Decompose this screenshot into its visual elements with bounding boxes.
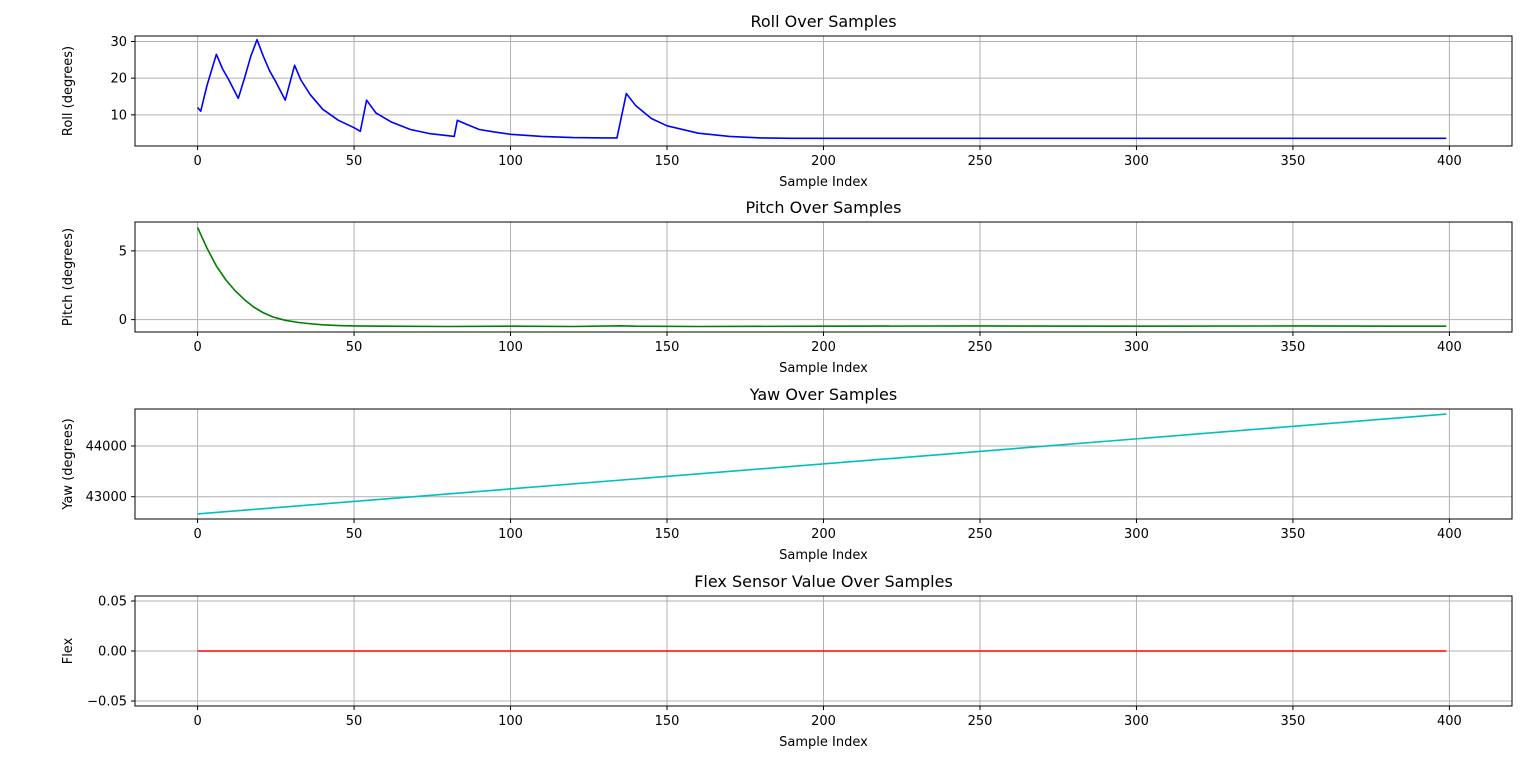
- subplot-1: 0 50 100 150 200 250 300 350 400 10 20 30 Roll Over …: [61, 12, 1513, 190]
- x-tick-label: 100: [498, 714, 523, 729]
- y-tick-label: 30: [110, 35, 127, 50]
- x-tick-label: 350: [1281, 714, 1306, 729]
- subplot-title: Flex Sensor Value Over Samples: [694, 572, 953, 591]
- y-axis-label: Yaw (degrees): [61, 418, 76, 510]
- x-axis-label: Sample Index: [779, 548, 868, 563]
- x-axis-label: Sample Index: [779, 735, 868, 750]
- x-axis-label: Sample Index: [779, 361, 868, 376]
- x-tick-label: 350: [1281, 527, 1306, 542]
- y-tick-label: 20: [110, 72, 127, 87]
- y-tick-label: 44000: [86, 440, 127, 455]
- series-line-1: [197, 413, 1447, 515]
- x-tick-label: 300: [1124, 340, 1149, 355]
- y-tick-label: −0.05: [87, 695, 127, 710]
- subplot-title: Roll Over Samples: [750, 12, 896, 31]
- x-tick-label: 250: [968, 714, 993, 729]
- x-tick-label: 150: [655, 527, 680, 542]
- y-tick-label: 0.05: [98, 595, 127, 610]
- x-tick-label: 250: [968, 154, 993, 169]
- x-tick-label: 200: [811, 340, 836, 355]
- subplot-title: Pitch Over Samples: [746, 198, 902, 217]
- x-tick-label: 300: [1124, 527, 1149, 542]
- x-tick-label: 400: [1437, 714, 1462, 729]
- y-axis-label: Flex: [61, 637, 76, 664]
- x-tick-label: 400: [1437, 527, 1462, 542]
- y-tick-label: 10: [110, 108, 127, 123]
- y-tick-label: 0.00: [98, 645, 127, 660]
- x-tick-label: 0: [193, 340, 201, 355]
- series-line-1: [196, 38, 1447, 140]
- y-axis-label: Pitch (degrees): [61, 228, 76, 326]
- x-tick-label: 300: [1124, 154, 1149, 169]
- y-axis-label: Roll (degrees): [61, 46, 76, 136]
- x-tick-label: 50: [346, 340, 363, 355]
- x-tick-label: 100: [498, 154, 523, 169]
- x-tick-label: 200: [811, 154, 836, 169]
- x-axis-label: Sample Index: [779, 175, 868, 190]
- x-tick-label: 400: [1437, 340, 1462, 355]
- x-tick-label: 150: [655, 340, 680, 355]
- x-tick-label: 0: [193, 527, 201, 542]
- x-tick-label: 250: [968, 340, 993, 355]
- subplot-4: 0 50 100 150 200 250 300 350 400 −0.05 0.00 0.05 Fle…: [61, 572, 1513, 750]
- x-tick-label: 100: [498, 527, 523, 542]
- x-tick-label: 400: [1437, 154, 1462, 169]
- x-tick-label: 50: [346, 154, 363, 169]
- x-tick-label: 200: [811, 714, 836, 729]
- y-tick-label: 43000: [86, 490, 127, 505]
- subplot-title: Yaw Over Samples: [749, 385, 897, 404]
- subplot-3: 0 50 100 150 200 250 300 350 400 43000 44000 Yaw Ov…: [61, 385, 1513, 563]
- x-tick-label: 50: [346, 714, 363, 729]
- x-tick-label: 50: [346, 527, 363, 542]
- x-tick-label: 100: [498, 340, 523, 355]
- series-line-1: [196, 227, 1447, 328]
- x-tick-label: 350: [1281, 340, 1306, 355]
- x-tick-label: 200: [811, 527, 836, 542]
- x-tick-label: 350: [1281, 154, 1306, 169]
- x-tick-label: 0: [193, 154, 201, 169]
- x-tick-label: 0: [193, 714, 201, 729]
- x-tick-label: 300: [1124, 714, 1149, 729]
- subplot-2: 0 50 100 150 200 250 300 350 400 0 5 Pitch Over Sam…: [61, 198, 1513, 376]
- x-tick-label: 150: [655, 154, 680, 169]
- x-tick-label: 150: [655, 714, 680, 729]
- x-tick-label: 250: [968, 527, 993, 542]
- y-tick-label: 5: [119, 244, 127, 259]
- y-tick-label: 0: [119, 313, 127, 328]
